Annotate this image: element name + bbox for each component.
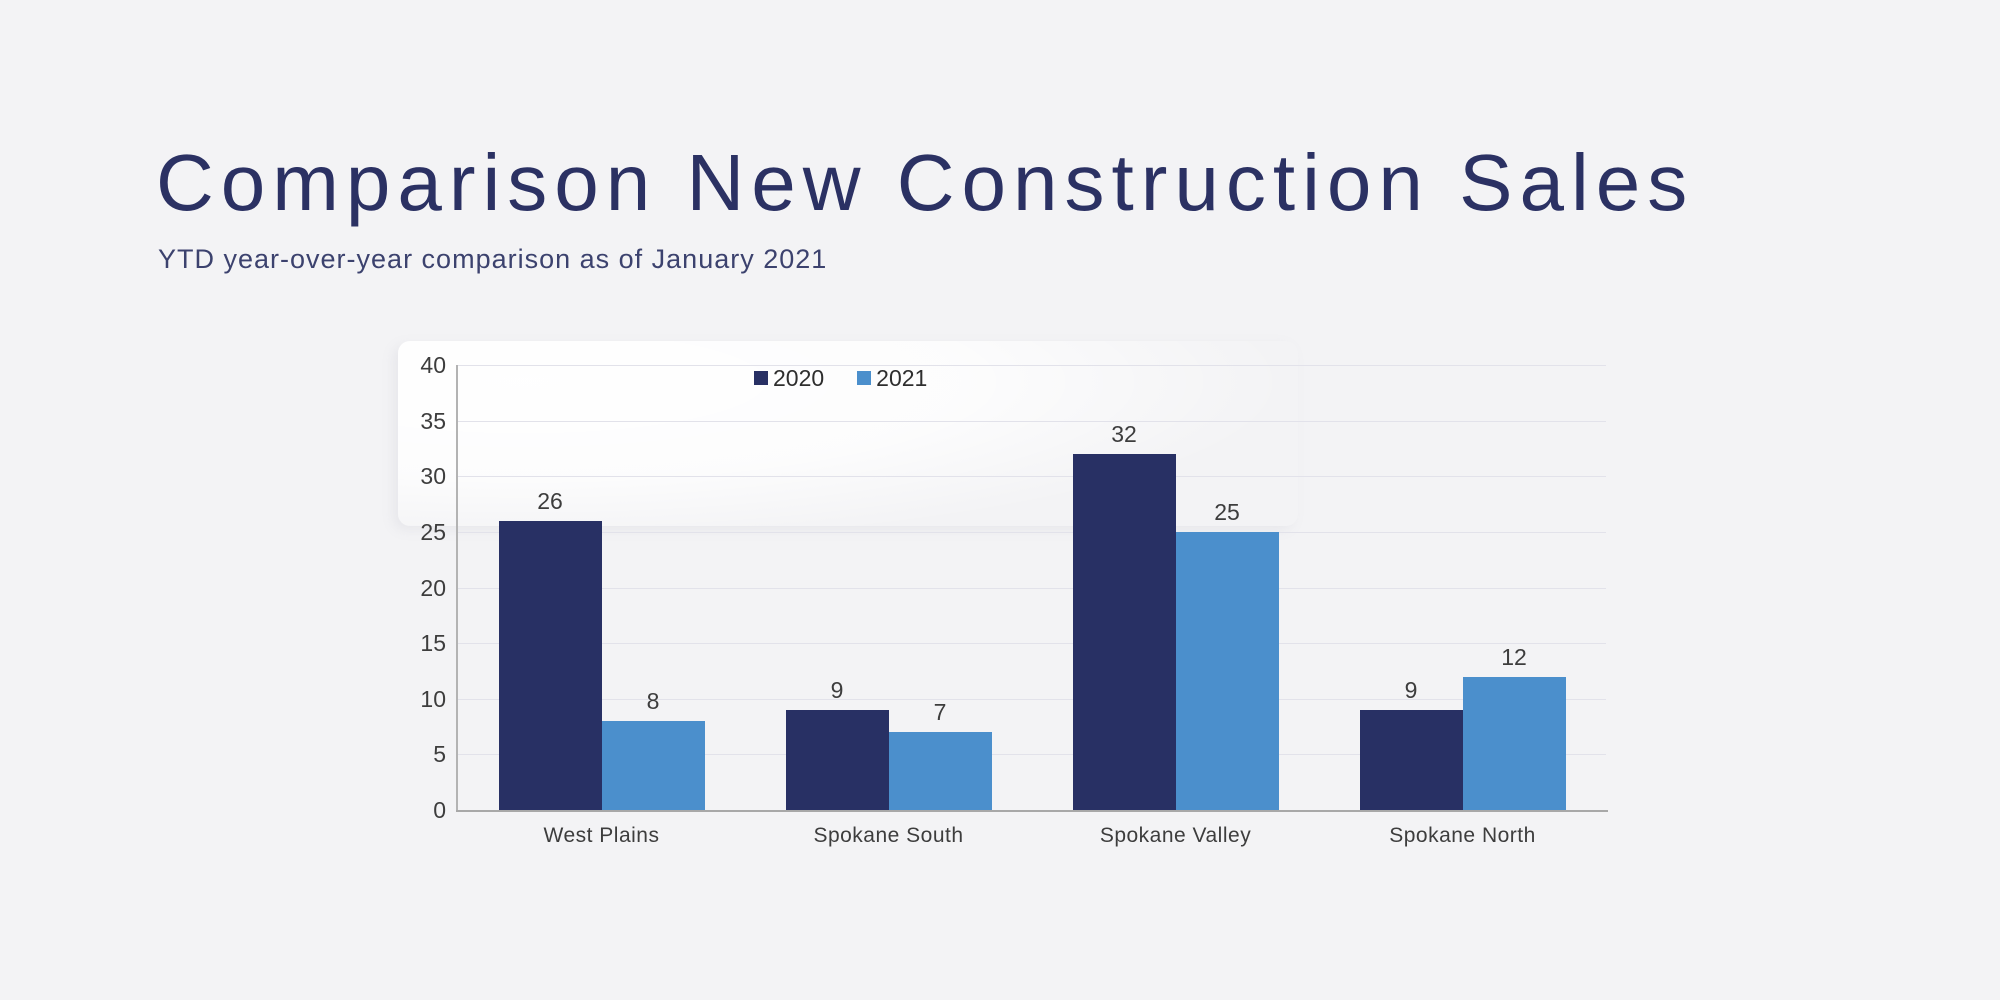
category-label: West Plains xyxy=(543,824,660,847)
chart-plot-area: 26 8 9 7 32 25 9 12 xyxy=(456,365,1608,812)
gridline xyxy=(458,476,1606,478)
legend-swatch-icon xyxy=(857,371,872,385)
gridline xyxy=(458,531,1606,533)
y-tick-label: 25 xyxy=(420,518,446,545)
legend-label: 2021 xyxy=(876,365,928,391)
y-tick-label: 5 xyxy=(433,741,446,768)
bar-2020-spokane-valley xyxy=(1072,454,1176,810)
bar-2021-spokane-north xyxy=(1462,676,1566,810)
bar-value-label: 9 xyxy=(1404,676,1418,703)
y-tick-label: 35 xyxy=(420,407,446,434)
gridline xyxy=(458,754,1606,756)
bar-2020-spokane-north xyxy=(1359,709,1463,810)
page-subtitle: YTD year-over-year comparison as of Janu… xyxy=(158,244,828,274)
legend-item-2020: 2020 xyxy=(754,366,824,390)
gridline xyxy=(458,365,1606,366)
legend-swatch-icon xyxy=(754,371,768,385)
category-label: Spokane North xyxy=(1389,824,1536,847)
bar-2021-spokane-south xyxy=(888,732,992,810)
y-axis-line xyxy=(456,365,458,812)
chart-legend: 2020 2021 xyxy=(754,366,927,390)
x-axis-line xyxy=(456,810,1608,812)
page-title: Comparison New Construction Sales xyxy=(156,138,1695,227)
y-tick-label: 10 xyxy=(420,685,446,712)
bar-2020-spokane-south xyxy=(785,709,889,810)
legend-label: 2020 xyxy=(773,365,825,391)
bar-value-label: 25 xyxy=(1214,498,1240,525)
bar-value-label: 7 xyxy=(933,699,947,726)
gridline xyxy=(458,420,1606,422)
bar-2021-spokane-valley xyxy=(1175,531,1279,810)
bar-value-label: 32 xyxy=(1111,421,1137,447)
bar-value-label: 9 xyxy=(830,676,844,703)
y-tick-label: 40 xyxy=(420,352,446,378)
bar-value-label: 12 xyxy=(1501,643,1527,670)
y-tick-label: 30 xyxy=(420,463,446,490)
y-tick-label: 20 xyxy=(420,574,446,601)
y-tick-label: 0 xyxy=(433,797,446,823)
bar-value-label: 8 xyxy=(646,688,660,714)
category-label: Spokane Valley xyxy=(1099,824,1252,847)
y-tick-label: 15 xyxy=(420,630,446,657)
bar-2021-west-plains xyxy=(601,721,705,810)
bar-value-label: 26 xyxy=(537,487,563,514)
category-label: Spokane South xyxy=(813,824,964,847)
gridline xyxy=(458,587,1606,589)
legend-item-2021: 2021 xyxy=(857,366,927,390)
bar-2020-west-plains xyxy=(498,520,602,810)
gridline xyxy=(458,643,1606,645)
gridline xyxy=(458,698,1606,700)
